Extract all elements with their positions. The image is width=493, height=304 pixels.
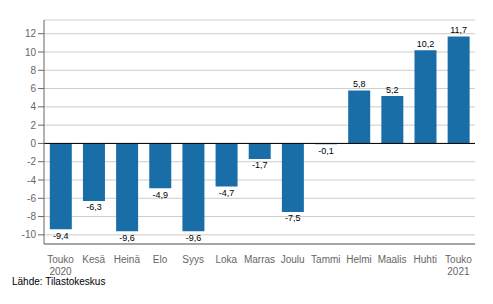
svg-text:2: 2: [30, 120, 36, 131]
svg-text:6: 6: [30, 83, 36, 94]
svg-text:-0,1: -0,1: [318, 146, 334, 156]
svg-text:Loka: Loka: [216, 254, 238, 265]
svg-text:Kesä: Kesä: [82, 254, 105, 265]
svg-text:-6,3: -6,3: [86, 202, 102, 212]
svg-text:-8: -8: [27, 211, 36, 222]
svg-text:12: 12: [25, 28, 37, 39]
svg-text:-9,4: -9,4: [53, 231, 69, 241]
svg-text:-4: -4: [27, 175, 36, 186]
svg-text:Elo: Elo: [153, 254, 168, 265]
svg-text:Tammi: Tammi: [311, 254, 340, 265]
svg-text:-4,7: -4,7: [219, 188, 235, 198]
svg-text:-6: -6: [27, 193, 36, 204]
svg-text:-7,5: -7,5: [285, 213, 301, 223]
svg-text:5,2: 5,2: [386, 85, 399, 95]
svg-text:10: 10: [25, 47, 37, 58]
svg-text:8: 8: [30, 65, 36, 76]
svg-text:Syys: Syys: [182, 254, 204, 265]
svg-text:-9,6: -9,6: [186, 233, 202, 243]
svg-text:-1,7: -1,7: [252, 160, 268, 170]
svg-text:Maalis: Maalis: [378, 254, 407, 265]
svg-text:Marras: Marras: [244, 254, 275, 265]
svg-text:Joulu: Joulu: [281, 254, 305, 265]
html-text:Lähde: Tilastokeskus: Lähde: Tilastokeskus: [12, 276, 106, 287]
svg-text:0: 0: [30, 138, 36, 149]
svg-text:Helmi: Helmi: [346, 254, 372, 265]
svg-text:Huhti: Huhti: [414, 254, 437, 265]
svg-text:-4,9: -4,9: [153, 190, 169, 200]
svg-text:-2: -2: [27, 156, 36, 167]
svg-text:Touko2020: Touko2020: [47, 254, 74, 276]
svg-text:Touko2021: Touko2021: [445, 254, 472, 276]
svg-text:-10: -10: [22, 229, 37, 240]
svg-text:10,2: 10,2: [417, 39, 435, 49]
svg-text:11,7: 11,7: [450, 25, 467, 35]
svg-text:Heinä: Heinä: [114, 254, 141, 265]
svg-text:5,8: 5,8: [353, 79, 366, 89]
svg-text:4: 4: [30, 101, 36, 112]
svg-text:-9,6: -9,6: [119, 233, 135, 243]
